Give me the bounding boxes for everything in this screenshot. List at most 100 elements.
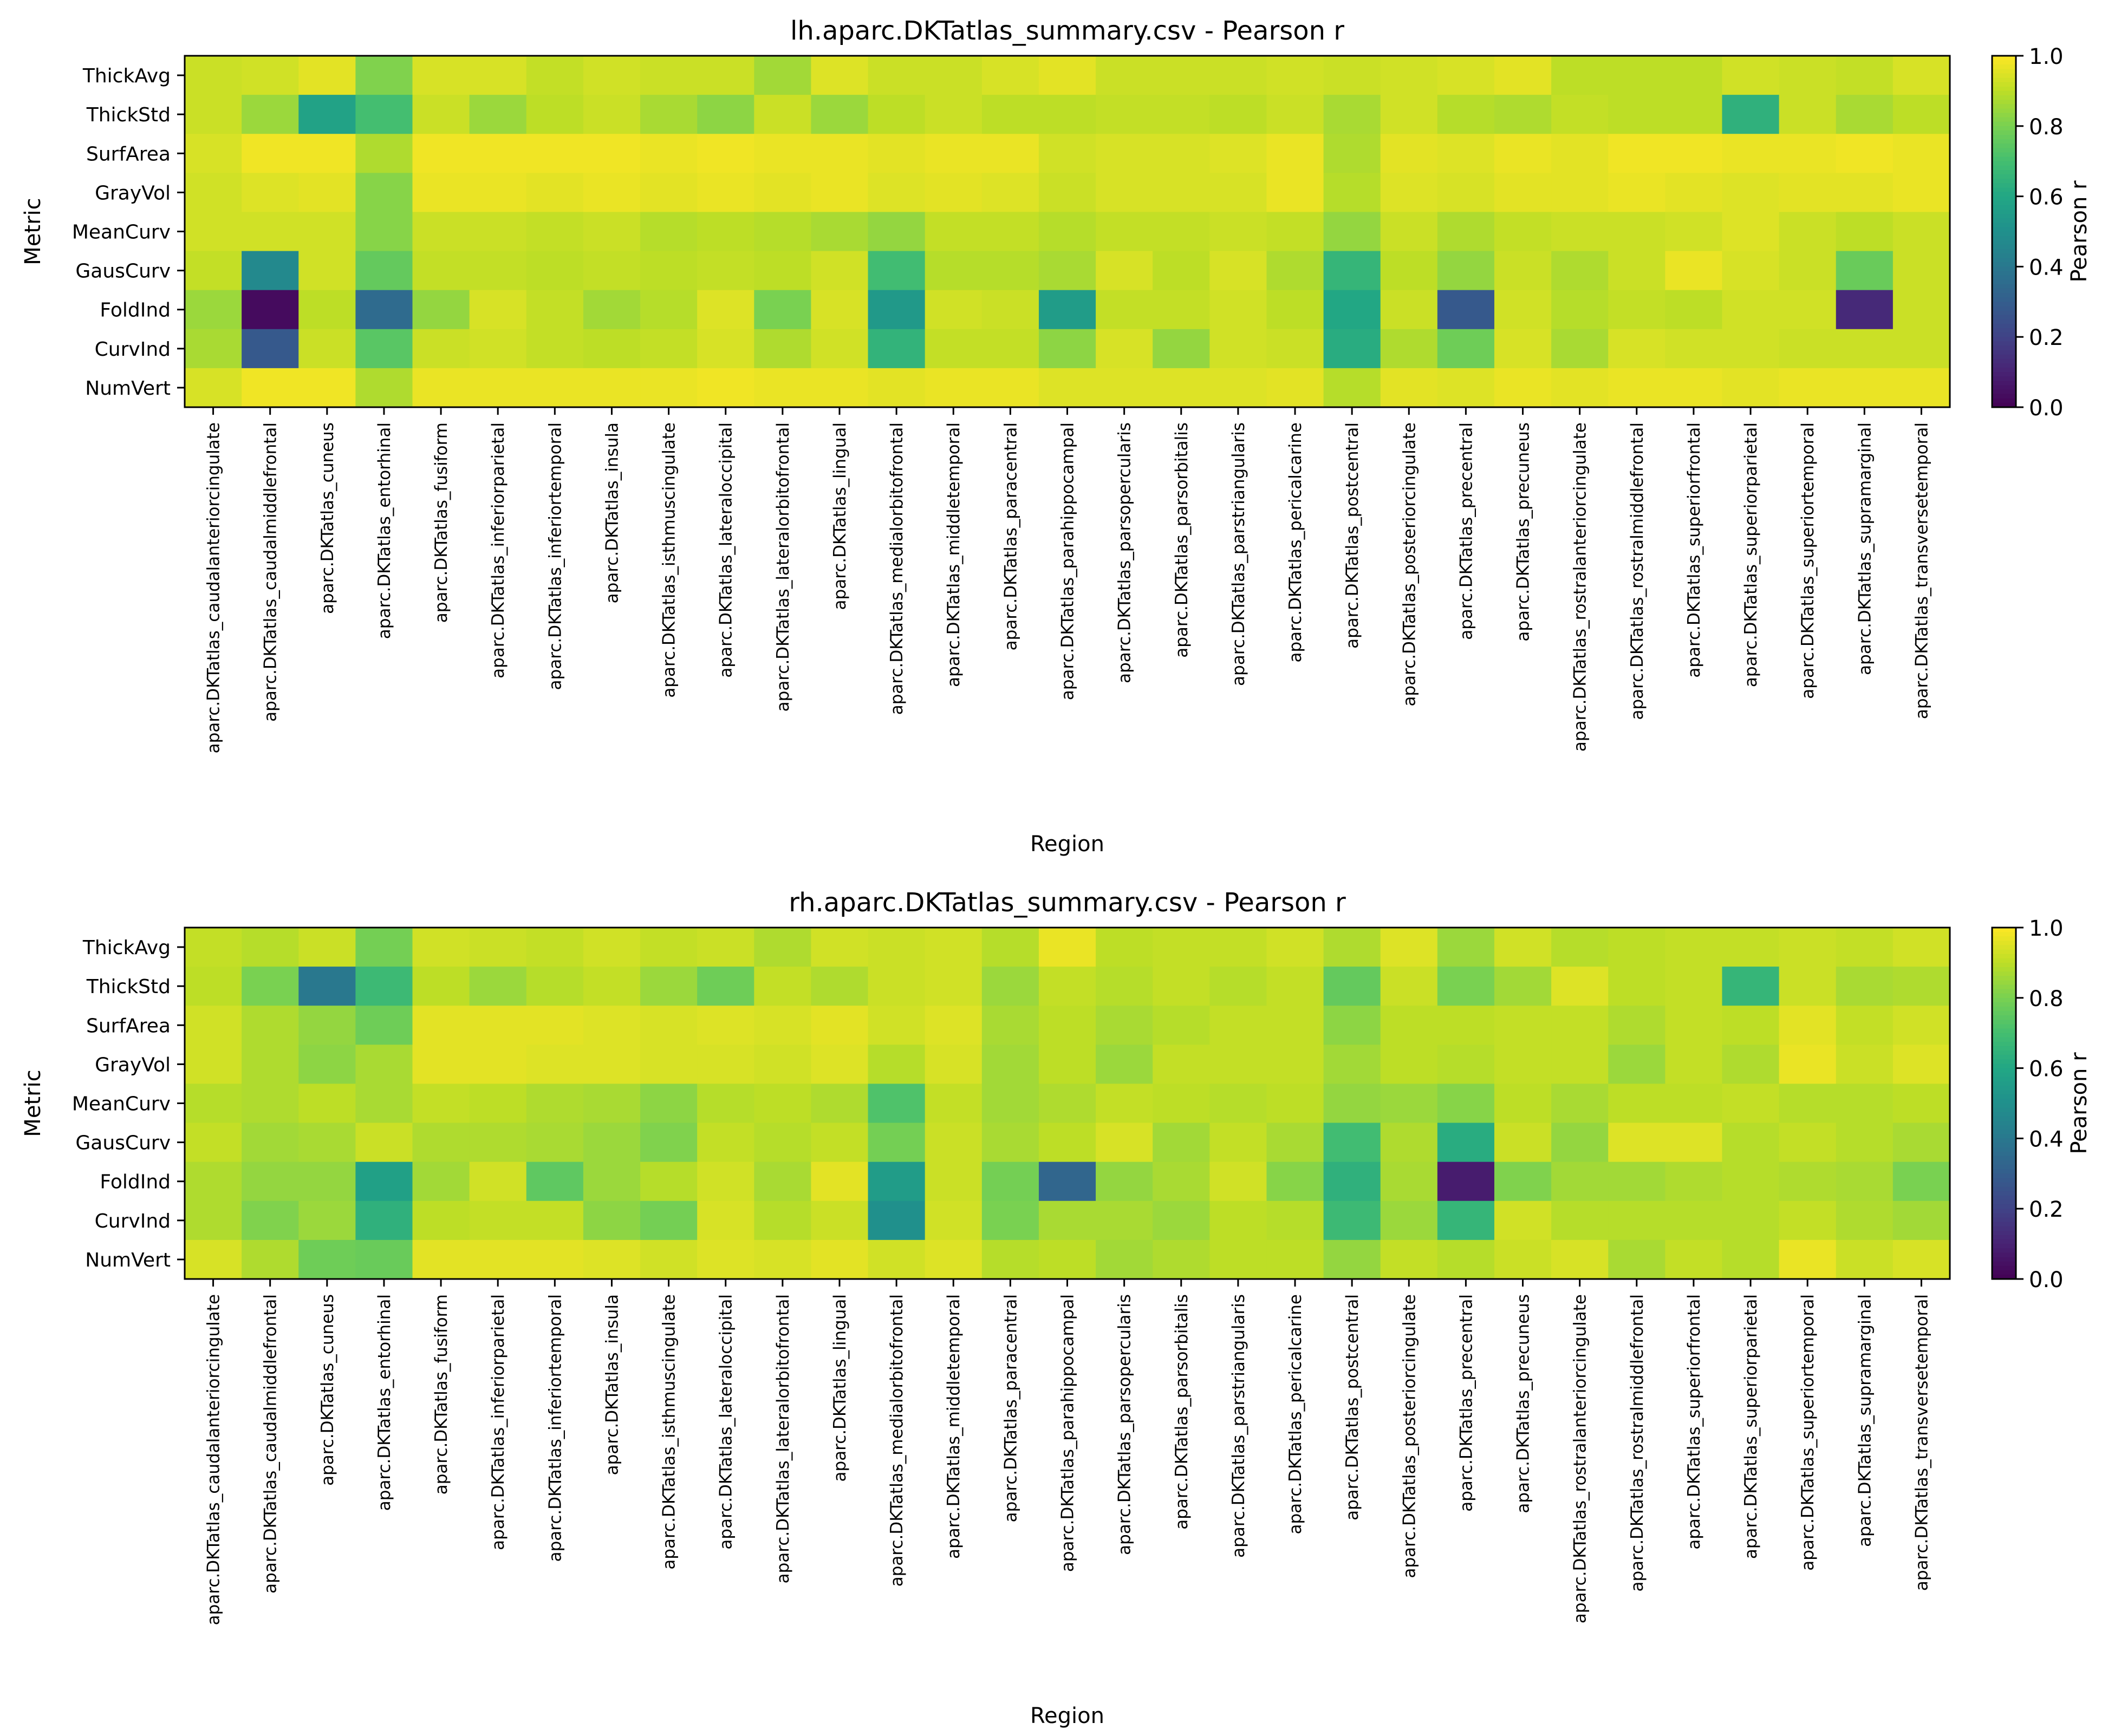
colorbar-swatch	[1992, 1103, 2016, 1108]
heatmap-cell	[1551, 368, 1609, 408]
colorbar-swatch	[1992, 1178, 2016, 1183]
heatmap-cell	[1153, 1239, 1210, 1280]
heatmap-cell	[1266, 251, 1324, 291]
colorbar-swatch	[1992, 936, 2016, 941]
x-tick-label: aparc.DKTatlas_lingual	[830, 422, 850, 610]
colorbar-swatch	[1992, 130, 2016, 135]
heatmap-cell	[469, 1006, 527, 1045]
heatmap-cell	[526, 329, 584, 369]
colorbar-swatch	[1992, 350, 2016, 355]
x-tick-label: aparc.DKTatlas_transversetemporal	[1912, 1294, 1931, 1591]
heatmap-cell	[1665, 1239, 1723, 1280]
heatmap-cell	[1096, 1045, 1153, 1085]
heatmap-cell	[1722, 173, 1780, 213]
heatmap-cell	[981, 928, 1039, 967]
chart-title: rh.aparc.DKTatlas_summary.csv - Pearson …	[789, 887, 1346, 918]
colorbar-swatch	[1992, 152, 2016, 158]
heatmap-cell	[1892, 290, 1950, 330]
colorbar-swatch	[1992, 1235, 2016, 1240]
heatmap-cell	[355, 1084, 413, 1124]
heatmap-cell	[583, 1161, 641, 1202]
heatmap-cell	[1665, 1161, 1723, 1202]
heatmap-cell	[1323, 173, 1381, 213]
heatmap-cell	[1722, 1006, 1780, 1045]
colorbar-swatch	[1992, 64, 2016, 69]
heatmap-cell	[469, 1239, 527, 1280]
colorbar-swatch	[1992, 1072, 2016, 1078]
y-tick-label: NumVert	[85, 1249, 171, 1271]
heatmap-cell	[1096, 1161, 1153, 1202]
heatmap-cell	[640, 928, 698, 967]
colorbar-swatch	[1992, 1204, 2016, 1209]
colorbar-swatch	[1992, 310, 2016, 316]
heatmap-cell	[1892, 928, 1950, 967]
heatmap-cell	[242, 1084, 299, 1124]
heatmap-cell	[355, 1239, 413, 1280]
heatmap-cell	[469, 368, 527, 408]
colorbar-swatch	[1992, 179, 2016, 184]
heatmap-cell	[1608, 368, 1665, 408]
colorbar-swatch	[1992, 1156, 2016, 1161]
heatmap-cell	[583, 134, 641, 173]
x-tick-label: aparc.DKTatlas_inferiorparietal	[489, 1294, 508, 1550]
heatmap-cell	[469, 928, 527, 967]
heatmap-cell	[981, 368, 1039, 408]
colorbar-swatch	[1992, 209, 2016, 214]
heatmap-cell	[1551, 56, 1609, 95]
heatmap-cell	[640, 134, 698, 173]
heatmap-cell	[1836, 95, 1894, 134]
heatmap-cell	[1209, 95, 1267, 134]
heatmap-cell	[1096, 290, 1153, 330]
colorbar-swatch	[1992, 121, 2016, 127]
heatmap-cell	[868, 251, 926, 291]
heatmap-cell	[1153, 1161, 1210, 1202]
colorbar-swatch	[1992, 262, 2016, 267]
heatmap-cell	[526, 1239, 584, 1280]
colorbar-swatch	[1992, 113, 2016, 118]
heatmap-cell	[1665, 212, 1723, 252]
heatmap-cell	[1665, 329, 1723, 369]
heatmap-cell	[1437, 1084, 1495, 1124]
heatmap-cell	[1380, 1006, 1438, 1045]
x-tick-label: aparc.DKTatlas_superiortemporal	[1798, 1294, 1818, 1571]
x-tick-label: aparc.DKTatlas_parstriangularis	[1229, 1294, 1248, 1558]
heatmap-cell	[1380, 1239, 1438, 1280]
heatmap-cell	[1551, 967, 1609, 1006]
heatmap-cell	[526, 134, 584, 173]
heatmap-cell	[754, 290, 812, 330]
colorbar-swatch	[1992, 117, 2016, 122]
x-tick-label: aparc.DKTatlas_transversetemporal	[1912, 422, 1931, 719]
colorbar-swatch	[1992, 1041, 2016, 1047]
heatmap-cell	[526, 967, 584, 1006]
heatmap-cell	[1380, 368, 1438, 408]
colorbar-swatch	[1992, 77, 2016, 83]
heatmap-cell	[811, 290, 869, 330]
heatmap-cell	[925, 1045, 983, 1085]
heatmap-cell	[1380, 56, 1438, 95]
heatmap-cell	[697, 251, 754, 291]
heatmap-cell	[469, 251, 527, 291]
heatmap-cell	[469, 56, 527, 95]
heatmap-cell	[298, 329, 356, 369]
heatmap-cell	[1779, 134, 1837, 173]
heatmap-cell	[868, 1239, 926, 1280]
heatmap-cell	[981, 1122, 1039, 1163]
heatmap-cell	[185, 1045, 242, 1085]
heatmap-cell	[242, 1239, 299, 1280]
heatmap-cell	[1096, 251, 1153, 291]
heatmap-cell	[242, 290, 299, 330]
colorbar-swatch	[1992, 345, 2016, 351]
colorbar-swatch	[1992, 279, 2016, 285]
colorbar-tick-label: 0.2	[2029, 1197, 2064, 1222]
heatmap-cell	[925, 368, 983, 408]
heatmap-cell	[925, 1122, 983, 1163]
x-tick-label: aparc.DKTatlas_superiortemporal	[1798, 422, 1818, 699]
colorbar-swatch	[1992, 1055, 2016, 1060]
x-tick-label: aparc.DKTatlas_parsorbitalis	[1172, 1294, 1192, 1530]
colorbar-swatch	[1992, 1186, 2016, 1192]
heatmap-cell	[1779, 967, 1837, 1006]
colorbar-swatch	[1992, 1112, 2016, 1117]
heatmap-cell	[1038, 134, 1096, 173]
heatmap-cell	[1722, 1161, 1780, 1202]
heatmap-cell	[1380, 928, 1438, 967]
